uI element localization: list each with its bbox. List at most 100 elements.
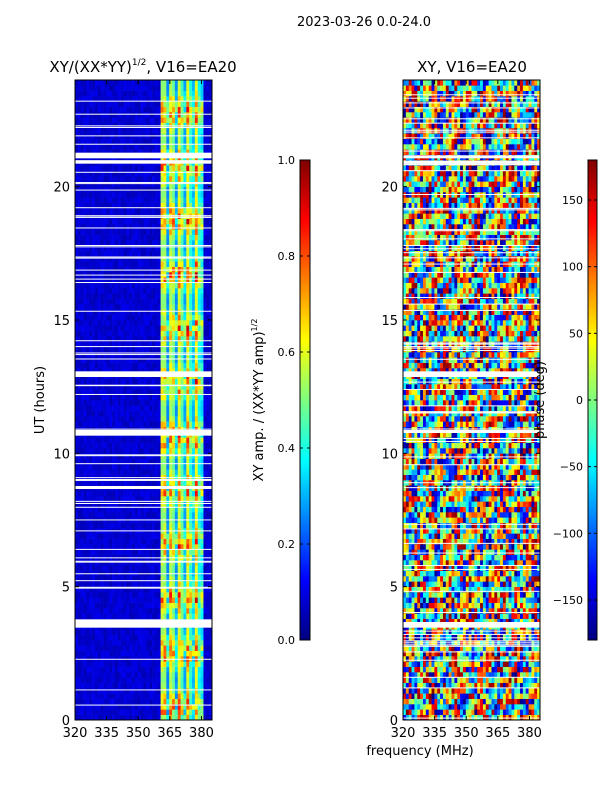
amplitude-cell xyxy=(180,672,184,678)
amplitude-cell xyxy=(97,538,101,545)
amplitude-cell xyxy=(152,549,156,555)
amplitude-cell xyxy=(114,394,119,401)
amplitude-cell xyxy=(123,266,127,273)
amplitude-cell xyxy=(197,581,201,587)
amplitude-cell xyxy=(203,661,207,667)
amplitude-cell xyxy=(94,437,99,443)
amplitude-cell xyxy=(200,176,204,182)
amplitude-cell xyxy=(129,336,133,342)
amplitude-cell xyxy=(209,586,213,593)
amplitude-cell xyxy=(186,170,190,177)
amplitude-cell xyxy=(100,378,104,385)
amplitude-cell xyxy=(152,522,156,529)
amplitude-cell xyxy=(172,592,176,598)
amplitude-cell xyxy=(146,165,150,171)
amplitude-cell xyxy=(80,245,84,251)
amplitude-cell xyxy=(203,234,207,241)
amplitude-cell xyxy=(183,266,187,273)
amplitude-cell xyxy=(149,341,153,347)
amplitude-cell xyxy=(203,362,207,369)
amplitude-cell xyxy=(100,544,104,550)
amplitude-cell xyxy=(109,506,113,513)
amplitude-cell xyxy=(200,192,204,198)
amplitude-cell xyxy=(192,197,196,203)
amplitude-cell xyxy=(134,400,139,406)
amplitude-cell xyxy=(134,256,139,262)
amplitude-cell xyxy=(80,613,84,619)
amplitude-cell xyxy=(83,229,87,235)
amplitude-cell xyxy=(134,666,139,673)
amplitude-cell xyxy=(169,325,173,331)
amplitude-cell xyxy=(132,586,136,593)
amplitude-cell xyxy=(143,330,147,337)
amplitude-cell xyxy=(137,261,141,267)
amplitude-cell xyxy=(186,298,190,305)
amplitude-cell xyxy=(132,592,136,598)
amplitude-cell xyxy=(174,672,179,678)
amplitude-cell xyxy=(112,165,116,171)
amplitude-cell xyxy=(146,458,150,465)
amplitude-cell xyxy=(209,448,213,454)
amplitude-cell xyxy=(106,480,110,486)
amplitude-cell xyxy=(163,549,167,555)
amplitude-cell xyxy=(137,576,141,582)
amplitude-cell xyxy=(92,240,96,246)
amplitude-cell xyxy=(177,165,181,171)
amplitude-cell xyxy=(206,544,210,550)
amplitude-cell xyxy=(152,576,156,582)
amplitude-cell xyxy=(194,384,199,390)
amplitude-cell xyxy=(206,346,210,353)
amplitude-panel: XY/(XX*YY)1/2, V16=EA20 320 335 350 365 3800… xyxy=(33,58,237,741)
amplitude-cell xyxy=(103,693,107,699)
amplitude-cell xyxy=(177,629,181,635)
amplitude-cell xyxy=(160,309,164,315)
amplitude-cell xyxy=(129,581,133,587)
amplitude-cell xyxy=(137,181,141,187)
amplitude-cell xyxy=(166,458,170,465)
amplitude-cell xyxy=(132,672,136,678)
amplitude-cell xyxy=(120,229,124,235)
amplitude-cell xyxy=(192,448,196,454)
amplitude-cell xyxy=(97,362,101,369)
amplitude-cell xyxy=(177,208,181,214)
amplitude-cell xyxy=(152,293,156,299)
amplitude-cell xyxy=(197,218,201,225)
amplitude-cell xyxy=(114,357,119,363)
amplitude-cell xyxy=(97,581,101,587)
amplitude-cell xyxy=(132,442,136,449)
amplitude-cell xyxy=(203,304,207,310)
amplitude-cell xyxy=(177,448,181,454)
amplitude-cell xyxy=(120,682,124,689)
amplitude-cell xyxy=(120,293,124,299)
amplitude-cell xyxy=(83,218,87,225)
amplitude-cell xyxy=(140,309,144,315)
amplitude-cell xyxy=(152,538,156,545)
amplitude-cell xyxy=(200,549,204,555)
amplitude-cell xyxy=(192,464,196,470)
amplitude-cell xyxy=(189,192,193,198)
amplitude-cell xyxy=(152,336,156,342)
amplitude-cell xyxy=(203,357,207,363)
amplitude-cell xyxy=(160,170,164,177)
amplitude-cell xyxy=(206,458,210,465)
amplitude-cell xyxy=(160,416,164,422)
amplitude-cell xyxy=(209,224,213,230)
amplitude-cell xyxy=(94,586,99,593)
amplitude-cell xyxy=(186,597,190,603)
amplitude-cell xyxy=(103,304,107,310)
amplitude-cell xyxy=(137,650,141,657)
amplitude-cell xyxy=(180,309,184,315)
amplitude-cell xyxy=(103,176,107,182)
amplitude-cell xyxy=(83,506,87,513)
amplitude-cell xyxy=(106,400,110,406)
amplitude-cell xyxy=(100,538,104,545)
amplitude-cell xyxy=(75,288,79,294)
amplitude-cell xyxy=(194,405,199,411)
amplitude-cell xyxy=(169,218,173,225)
amplitude-cell xyxy=(149,181,153,187)
amplitude-cell xyxy=(123,298,127,305)
amplitude-cell xyxy=(186,288,190,294)
amplitude-cell xyxy=(114,469,119,475)
amplitude-cell xyxy=(166,320,170,326)
amplitude-cell xyxy=(106,501,110,507)
